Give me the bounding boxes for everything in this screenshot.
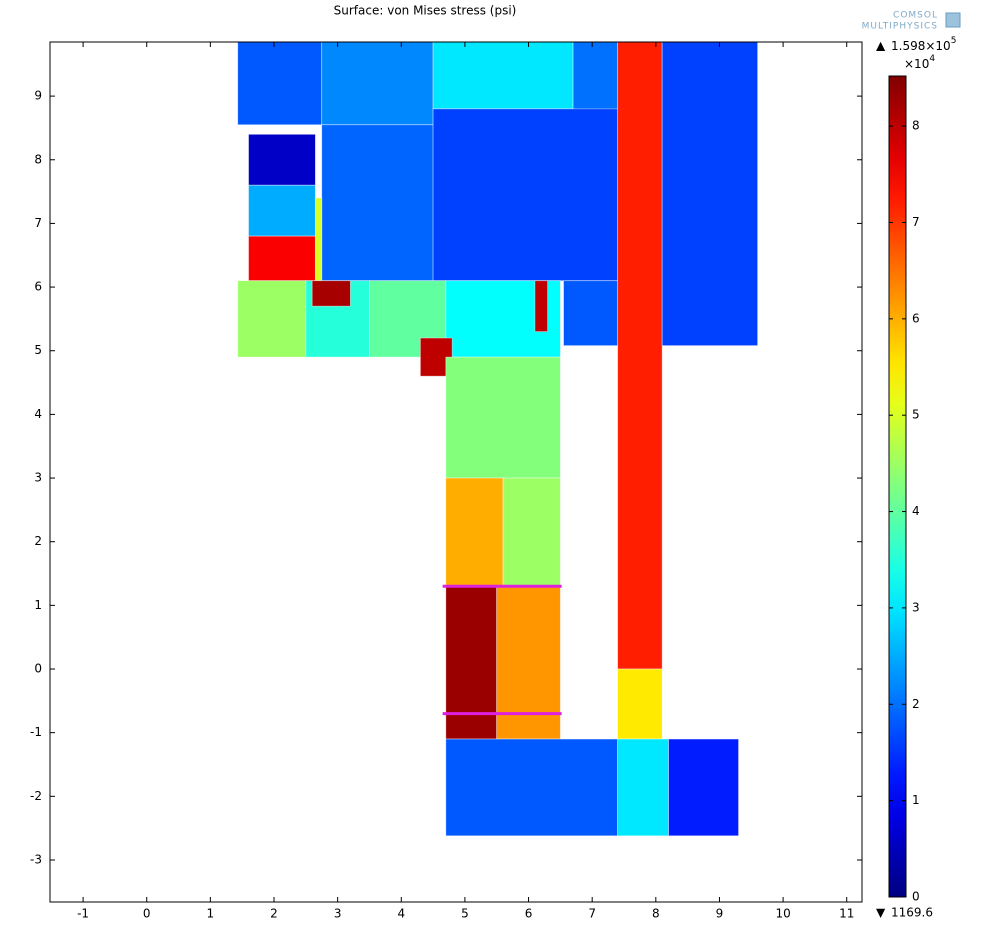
x-tick-label: -1	[77, 907, 89, 921]
stress-region	[432, 41, 574, 110]
colorbar-tick-label: 1	[912, 793, 920, 807]
logo-icon	[945, 12, 961, 28]
y-tick-label: -2	[30, 789, 42, 803]
colorbar-tick-label: 8	[912, 119, 920, 133]
min-marker: ▼	[876, 906, 886, 920]
colorbar-tick-label: 0	[912, 890, 920, 904]
stress-region	[248, 133, 316, 186]
logo-top: COMSOL	[893, 11, 938, 21]
x-tick-label: 4	[397, 907, 405, 921]
colorbar-tick-label: 2	[912, 697, 920, 711]
x-tick-label: 1	[207, 907, 215, 921]
stress-region	[617, 41, 663, 670]
stress-region	[321, 124, 434, 282]
logo-bottom: MULTIPHYSICS	[862, 22, 938, 32]
y-tick-label: 1	[34, 598, 42, 612]
stress-region	[668, 738, 739, 837]
stress-region	[534, 280, 549, 333]
plot-frame	[49, 41, 863, 903]
y-tick-label: 9	[34, 89, 42, 103]
x-tick-label: 7	[588, 907, 596, 921]
stress-region	[237, 41, 323, 126]
stress-region	[445, 738, 619, 837]
stress-region	[314, 197, 323, 282]
max-marker: ▲	[876, 39, 886, 53]
multiplier-base: ×10	[904, 57, 929, 71]
stress-region	[432, 108, 619, 282]
stress-region	[321, 41, 434, 126]
y-tick-label: 8	[34, 152, 42, 166]
chart-title: Surface: von Mises stress (psi)	[334, 4, 517, 18]
stress-region	[237, 280, 307, 358]
x-tick-label: 6	[525, 907, 533, 921]
max-exponent: 5	[951, 36, 957, 46]
stress-region	[502, 477, 561, 587]
y-tick-label: 7	[34, 216, 42, 230]
min-label: 1169.6	[891, 906, 933, 920]
multiplier-exponent: 4	[929, 54, 935, 64]
max-mantissa: 1.598×10	[891, 39, 951, 53]
x-tick-label: 10	[775, 907, 790, 921]
stress-region	[617, 738, 669, 837]
x-tick-label: 3	[334, 907, 342, 921]
y-tick-label: 0	[34, 662, 42, 676]
y-tick-label: 2	[34, 534, 42, 548]
stress-region	[617, 668, 663, 740]
x-tick-label: 11	[839, 907, 854, 921]
stress-region	[445, 356, 561, 479]
colorbar-tick-label: 3	[912, 600, 920, 614]
stress-region	[248, 184, 316, 237]
x-tick-label: 0	[143, 907, 151, 921]
stress-region	[496, 585, 561, 740]
y-tick-label: -1	[30, 725, 42, 739]
multiplier: ×104	[904, 54, 935, 71]
colorbar-tick-label: 6	[912, 311, 920, 325]
y-tick-label: 6	[34, 280, 42, 294]
plot-area	[237, 41, 759, 837]
stress-region	[445, 477, 504, 587]
x-tick-label: 2	[270, 907, 278, 921]
colorbar	[888, 75, 907, 898]
x-tick-label: 8	[652, 907, 660, 921]
y-tick-label: 5	[34, 343, 42, 357]
stress-region	[248, 235, 316, 282]
x-tick-label: 9	[716, 907, 724, 921]
colorbar-tick-label: 4	[912, 504, 920, 518]
x-tick-label: 5	[461, 907, 469, 921]
y-tick-label: 4	[34, 407, 42, 421]
stress-region	[661, 41, 759, 347]
colorbar-tick-label: 5	[912, 408, 920, 422]
y-tick-label: -3	[30, 852, 42, 866]
stress-region	[445, 585, 498, 740]
colorbar-tick-label: 7	[912, 215, 920, 229]
y-tick-label: 3	[34, 471, 42, 485]
stress-region	[563, 280, 619, 347]
max-label: 1.598×105	[891, 36, 956, 53]
stress-region	[311, 280, 351, 307]
